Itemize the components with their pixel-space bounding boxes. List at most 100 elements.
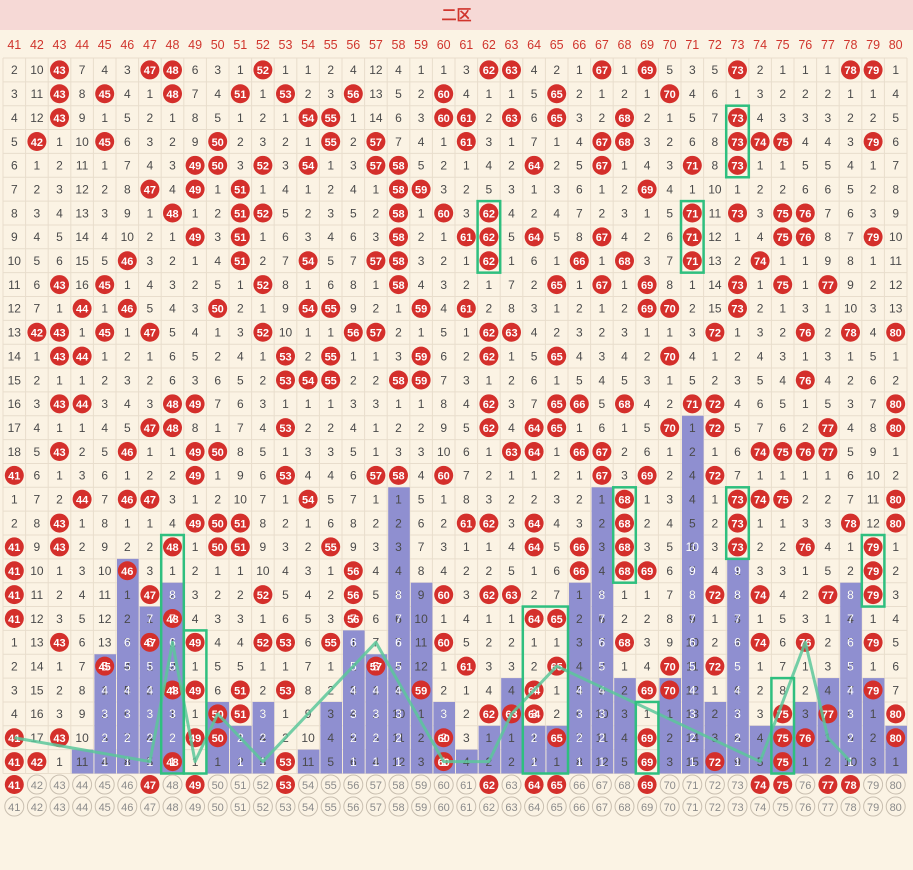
number-ball-label: 59 [415, 375, 427, 387]
miss-count: 1 [576, 469, 583, 483]
miss-count: 4 [757, 230, 764, 244]
miss-count: 6 [192, 63, 199, 77]
number-ball-label: 50 [212, 542, 224, 554]
bar-label: 1 [124, 755, 131, 769]
highlight-box [634, 700, 660, 775]
miss-count: 4 [825, 540, 832, 554]
miss-count: 2 [847, 373, 854, 387]
footer-circle [591, 774, 612, 795]
number-ball [163, 203, 182, 223]
number-ball [95, 322, 115, 342]
number-ball [660, 418, 680, 438]
footer-ball [524, 775, 544, 794]
bar-label: 1 [373, 755, 380, 769]
number-ball-label: 75 [777, 280, 789, 292]
footer-ball [637, 775, 657, 794]
number-ball [479, 60, 499, 80]
miss-count: 5 [689, 111, 696, 125]
miss-count: 1 [531, 469, 538, 483]
bar-label: 6 [350, 636, 357, 650]
miss-count: 1 [260, 612, 267, 626]
footer-circle-label: 61 [460, 780, 472, 792]
miss-count: 5 [463, 421, 470, 435]
miss-count: 5 [350, 206, 357, 220]
number-ball-label: 58 [392, 471, 404, 483]
number-ball [208, 537, 228, 557]
number-ball [140, 489, 160, 509]
miss-count: 3 [757, 206, 764, 220]
miss-count: 2 [282, 135, 289, 149]
number-ball-label: 57 [370, 661, 382, 673]
miss-count: 7 [847, 230, 854, 244]
miss-count: 12 [98, 612, 112, 626]
highlight-box [724, 104, 751, 179]
miss-count: 2 [124, 349, 131, 363]
miss-count: 2 [169, 469, 176, 483]
miss-count: 1 [260, 659, 267, 673]
miss-count: 7 [847, 493, 854, 507]
miss-count: 4 [418, 278, 425, 292]
miss-count: 1 [214, 564, 221, 578]
bar [365, 654, 388, 774]
miss-count: 2 [531, 659, 538, 673]
miss-count: 3 [463, 373, 470, 387]
miss-count: 13 [8, 326, 22, 340]
miss-count: 5 [327, 493, 334, 507]
miss-count: 3 [192, 588, 199, 602]
footer-ball-label: 74 [754, 780, 767, 792]
miss-count: 2 [576, 87, 583, 101]
footer-ball [750, 775, 770, 794]
footer-circle [162, 796, 183, 817]
number-ball-label: 51 [234, 685, 246, 697]
bar [230, 725, 252, 774]
miss-count: 2 [508, 493, 515, 507]
number-ball-label: 50 [212, 447, 224, 459]
footer-circle-label: 51 [234, 802, 246, 814]
miss-count: 14 [8, 349, 22, 363]
number-ball-label: 43 [53, 113, 65, 125]
miss-count: 2 [192, 278, 199, 292]
number-ball [95, 656, 115, 676]
column-header: 69 [640, 38, 654, 52]
footer-circle-label: 54 [302, 780, 314, 792]
number-ball [298, 108, 318, 128]
number-ball-label: 53 [279, 471, 291, 483]
number-ball [682, 203, 702, 223]
miss-count: 2 [327, 182, 334, 196]
footer-circle-label: 60 [438, 780, 450, 792]
miss-count: 11 [31, 588, 44, 602]
miss-count: 3 [508, 182, 515, 196]
number-ball-label: 70 [664, 685, 676, 697]
miss-count: 1 [757, 612, 764, 626]
miss-count: 3 [101, 397, 108, 411]
miss-count: 1 [463, 540, 470, 554]
miss-count: 1 [644, 326, 651, 340]
number-ball [682, 155, 702, 175]
miss-count: 8 [666, 278, 673, 292]
number-ball [569, 251, 589, 271]
number-ball [750, 585, 770, 605]
miss-count: 3 [621, 206, 628, 220]
footer-circle-label: 51 [234, 780, 246, 792]
bar-label: 2 [689, 731, 696, 745]
number-ball [366, 656, 386, 676]
number-ball [50, 442, 69, 462]
miss-count: 3 [56, 182, 63, 196]
miss-count: 2 [169, 254, 176, 268]
number-ball-label: 58 [392, 375, 404, 387]
footer-circle [185, 796, 206, 817]
miss-count: 3 [666, 755, 673, 769]
column-header: 51 [233, 38, 247, 52]
number-ball [773, 489, 793, 509]
miss-count: 1 [147, 349, 154, 363]
number-ball [140, 585, 160, 605]
miss-count: 2 [214, 588, 221, 602]
miss-count: 5 [599, 397, 606, 411]
miss-count: 3 [124, 636, 131, 650]
miss-count: 2 [576, 612, 583, 626]
footer-ball-label: 65 [551, 780, 563, 792]
miss-count: 1 [599, 254, 606, 268]
number-ball [863, 680, 883, 700]
miss-count: 2 [486, 302, 493, 316]
miss-count: 7 [395, 135, 402, 149]
